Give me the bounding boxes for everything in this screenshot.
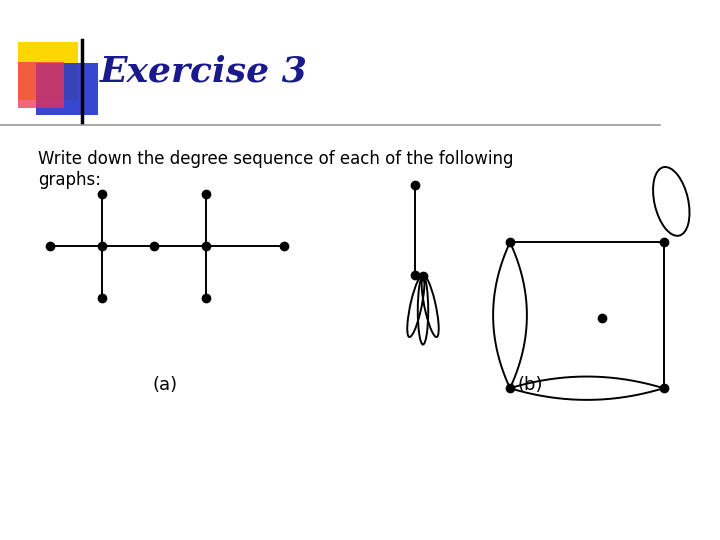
Text: (a): (a) <box>153 376 178 394</box>
Bar <box>18 62 64 108</box>
Text: (b): (b) <box>517 376 543 394</box>
Text: Exercise 3: Exercise 3 <box>100 55 308 89</box>
Text: Write down the degree sequence of each of the following
graphs:: Write down the degree sequence of each o… <box>38 150 513 189</box>
Bar <box>18 42 78 100</box>
Bar <box>36 63 98 115</box>
